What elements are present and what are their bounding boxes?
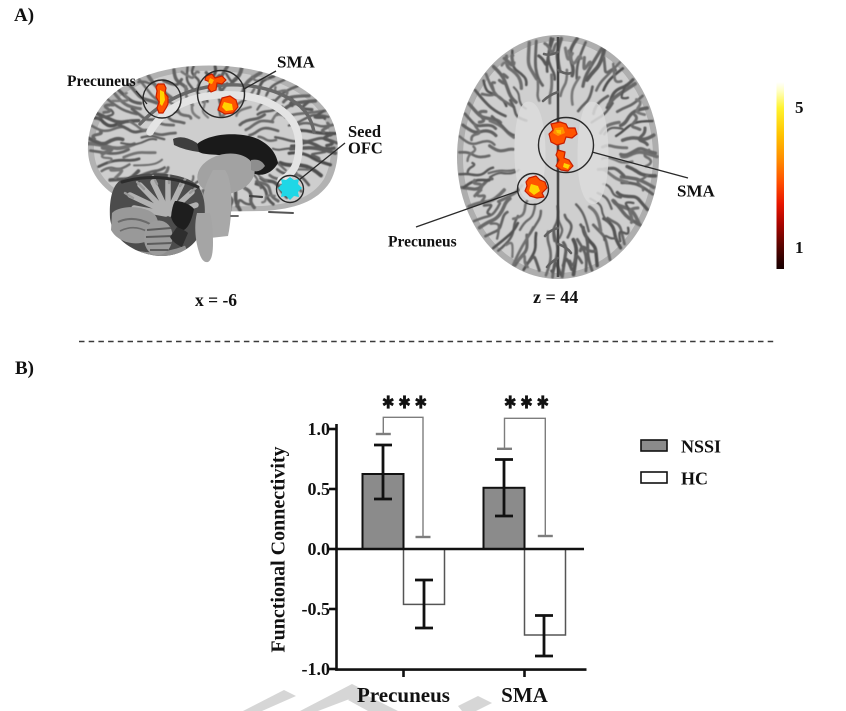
svg-text:Precuneus: Precuneus [67, 73, 136, 90]
svg-text:Seed: Seed [348, 122, 381, 141]
svg-text:-0.5: -0.5 [302, 599, 331, 619]
svg-text:Functional Connectivity: Functional Connectivity [268, 446, 290, 652]
svg-text:1: 1 [795, 238, 804, 257]
svg-text:-1.0: -1.0 [302, 659, 331, 679]
svg-text:1.0: 1.0 [308, 419, 331, 439]
svg-text:5: 5 [795, 98, 804, 117]
svg-text:B): B) [15, 358, 34, 379]
svg-text:SMA: SMA [501, 683, 549, 707]
svg-text:SMA: SMA [677, 182, 716, 201]
svg-text:HC: HC [681, 469, 708, 489]
svg-text:NSSI: NSSI [681, 437, 721, 457]
svg-text:Precuneus: Precuneus [388, 234, 457, 251]
svg-text:0.0: 0.0 [308, 539, 331, 559]
svg-text:OFC: OFC [348, 139, 383, 158]
svg-text:Precuneus: Precuneus [357, 683, 450, 707]
svg-text:0.5: 0.5 [308, 479, 331, 499]
svg-text:x = -6: x = -6 [195, 290, 237, 310]
svg-text:z = 44: z = 44 [533, 287, 578, 307]
svg-text:A): A) [14, 5, 34, 26]
svg-text:SMA: SMA [277, 53, 316, 72]
